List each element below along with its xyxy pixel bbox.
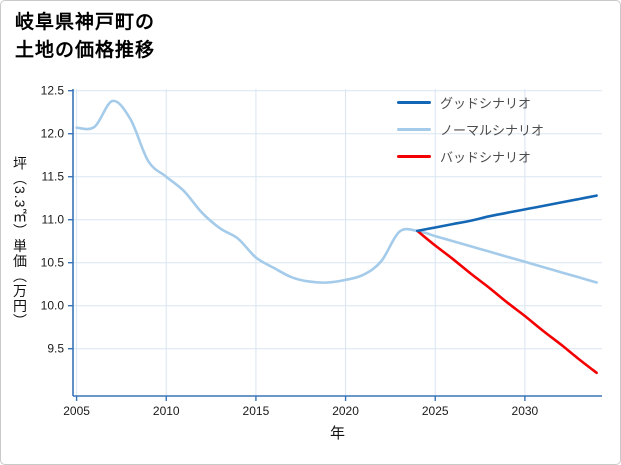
x-tick-label: 2020 xyxy=(332,404,359,418)
y-tick-label: 12.5 xyxy=(41,84,65,98)
x-axis-label: 年 xyxy=(329,425,345,442)
x-tick-label: 2010 xyxy=(153,404,180,418)
legend-item-good-scenario: グッドシナリオ xyxy=(397,95,544,111)
legend-line-bad-scenario xyxy=(397,155,431,158)
legend-label-bad-scenario: バッドシナリオ xyxy=(440,150,532,165)
y-tick-label: 12.0 xyxy=(41,127,65,141)
x-tick-label: 2005 xyxy=(63,404,90,418)
x-tick-label: 2015 xyxy=(243,404,270,418)
legend-line-good-scenario xyxy=(397,101,431,104)
legend-item-normal-scenario: ノーマルシナリオ xyxy=(397,122,545,138)
chart-title-line-1: 岐阜県神戸町の xyxy=(15,12,156,33)
series-line-normal-scenario xyxy=(75,99,598,284)
series-line-bad-scenario xyxy=(416,229,598,375)
x-tick-label: 2030 xyxy=(512,404,539,418)
legend-line-normal-scenario xyxy=(397,128,431,131)
legend-label-good-scenario: グッドシナリオ xyxy=(440,96,532,111)
y-tick-label: 11.0 xyxy=(42,213,65,227)
x-tick-label: 2025 xyxy=(422,404,449,418)
y-tick-label: 9.5 xyxy=(47,342,64,356)
legend-label-normal-scenario: ノーマルシナリオ xyxy=(440,123,545,138)
y-tick-label: 10.5 xyxy=(41,256,65,270)
chart-title-line-2: 土地の価格推移 xyxy=(15,39,156,61)
legend: グッドシナリオ ノーマルシナリオ バッドシナリオ xyxy=(397,95,545,165)
y-tick-label: 11.5 xyxy=(42,170,65,184)
y-tick-label: 10.0 xyxy=(41,299,65,313)
y-axis-label: 坪（3.3㎡）単価（万円） xyxy=(12,156,28,329)
legend-item-bad-scenario: バッドシナリオ xyxy=(397,149,544,165)
series-line-good-scenario xyxy=(416,194,598,233)
chart-title: 岐阜県神戸町の 土地の価格推移 xyxy=(15,9,155,64)
